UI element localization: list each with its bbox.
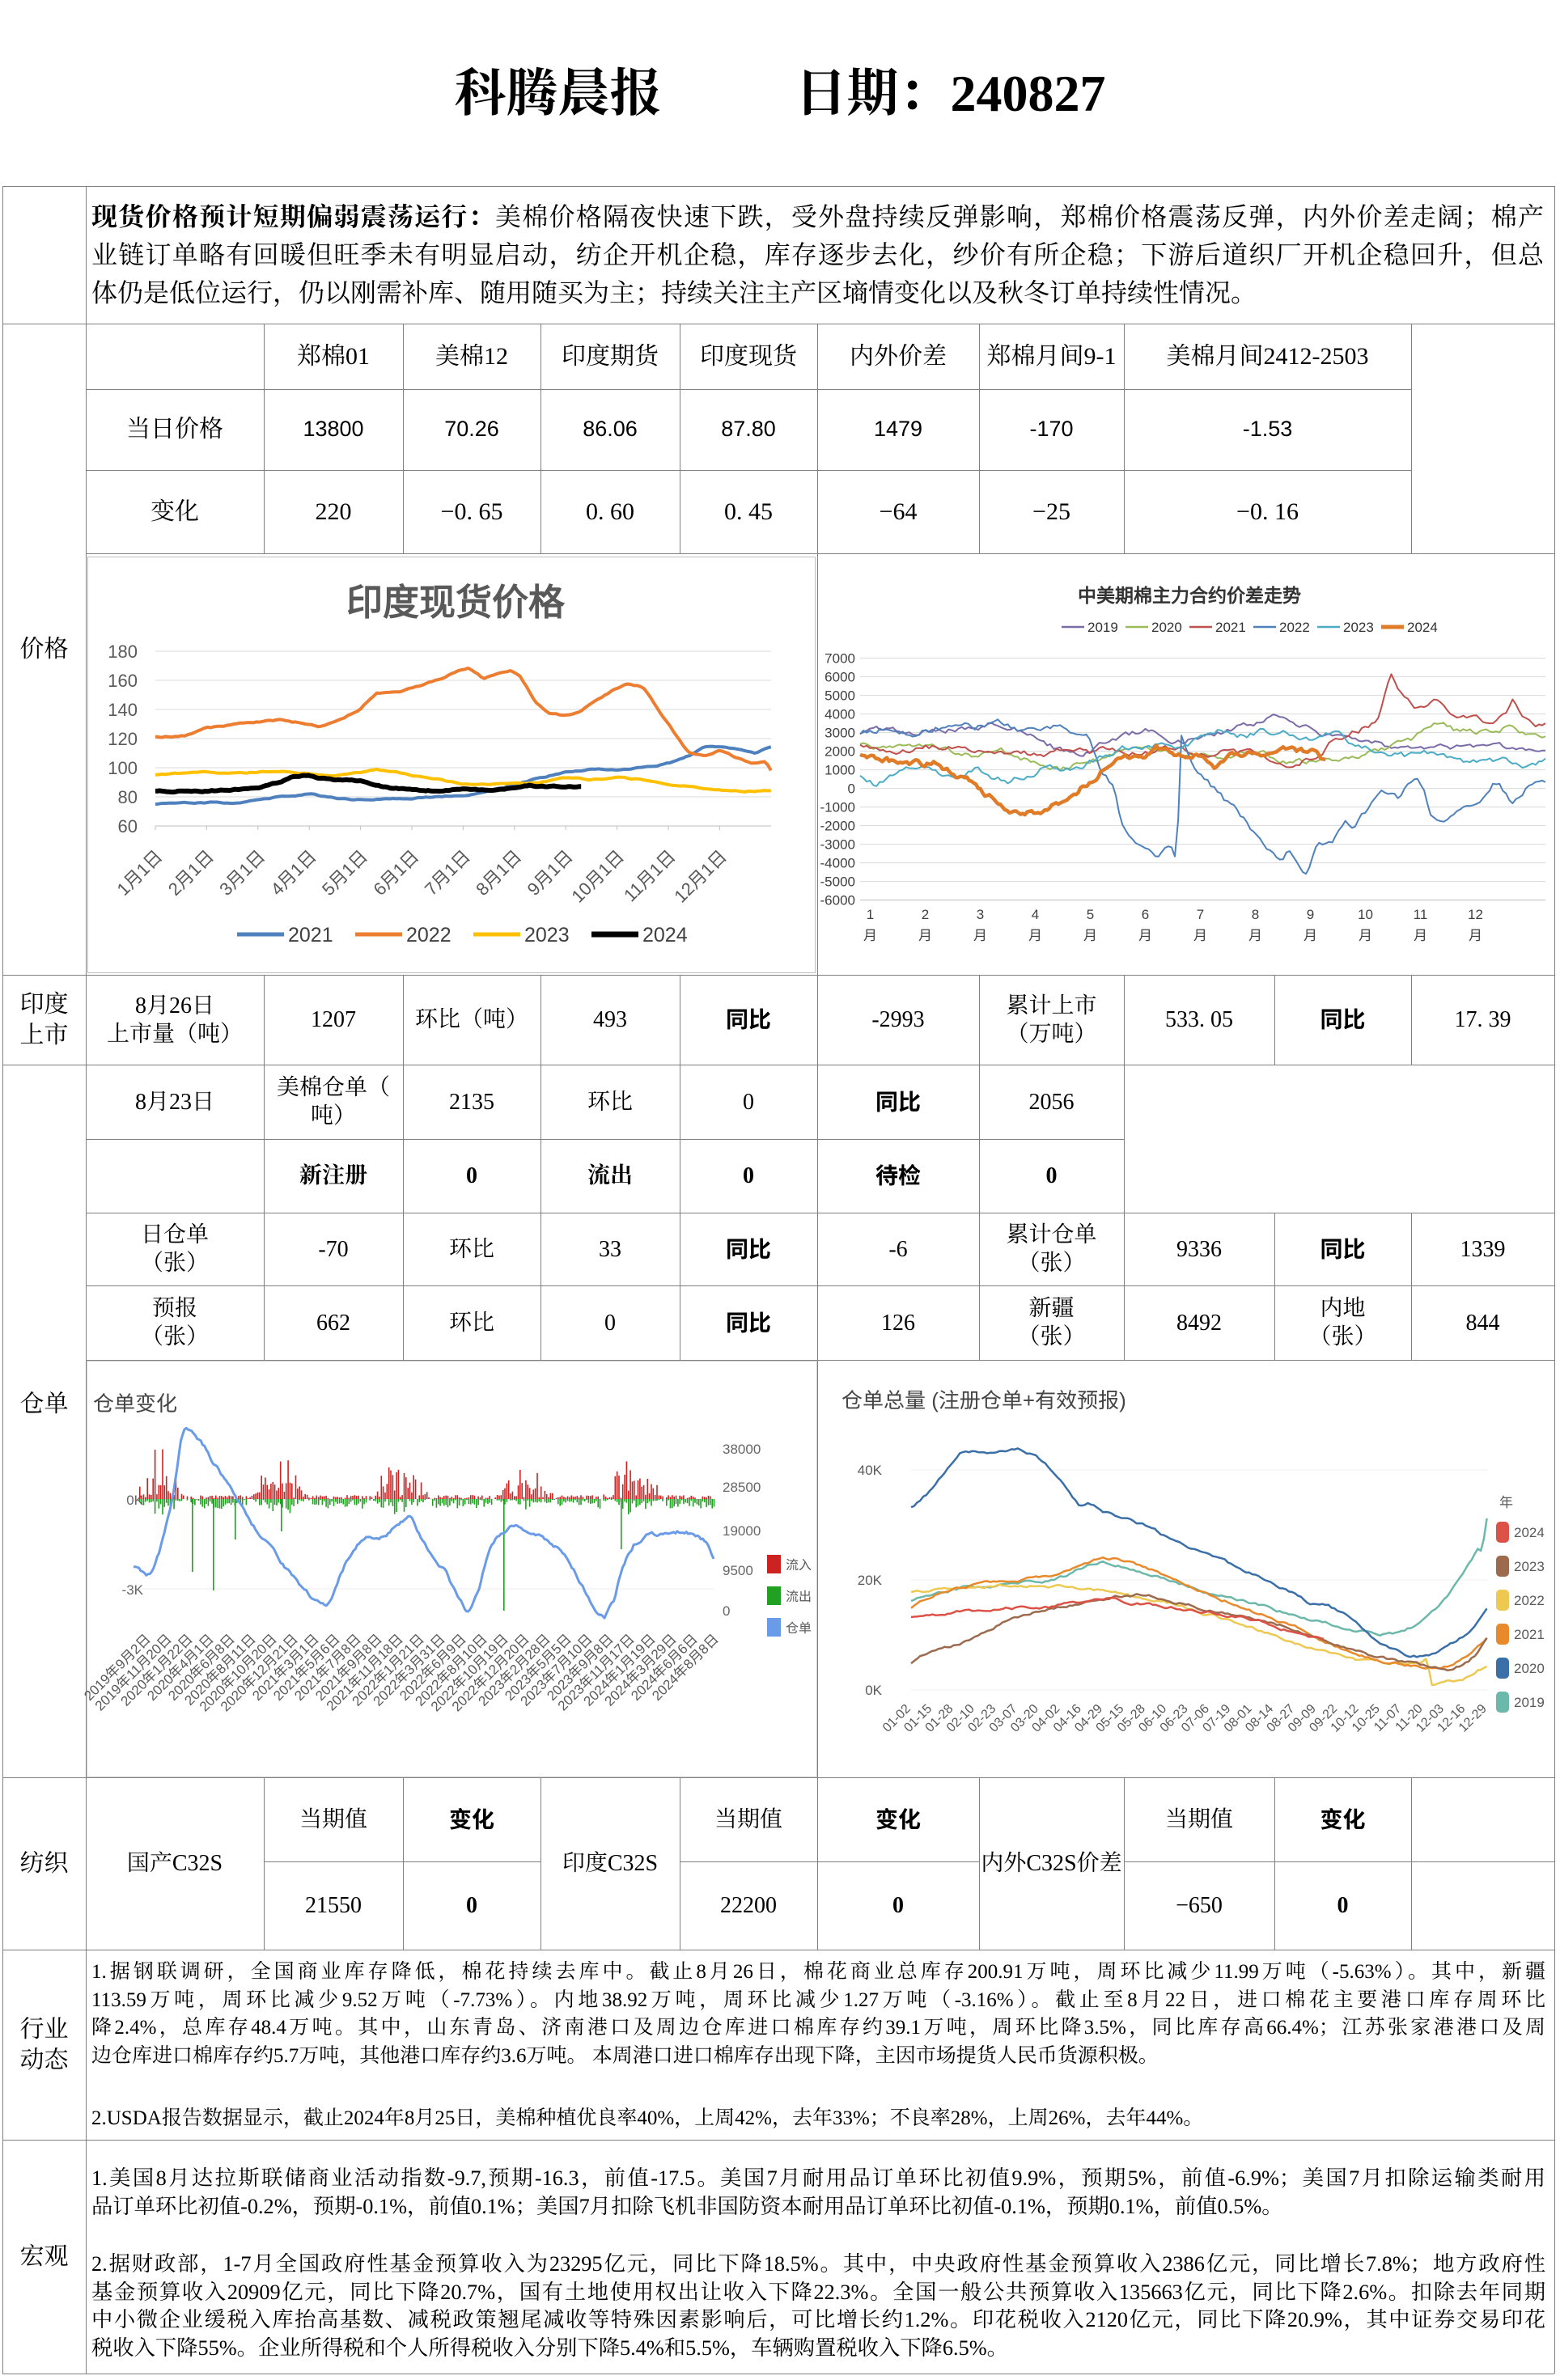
svg-text:0: 0 xyxy=(723,1603,730,1619)
svg-text:40K: 40K xyxy=(858,1463,883,1478)
svg-text:2: 2 xyxy=(922,907,929,922)
svg-text:-2000: -2000 xyxy=(820,819,855,834)
svg-text:2022: 2022 xyxy=(406,924,451,946)
svg-text:9: 9 xyxy=(1307,907,1314,922)
svg-text:1: 1 xyxy=(867,907,874,922)
svg-text:0: 0 xyxy=(848,781,855,797)
svg-text:20K: 20K xyxy=(858,1573,883,1588)
svg-text:2022: 2022 xyxy=(1514,1593,1545,1608)
svg-text:中美期棉主力合约价差走势: 中美期棉主力合约价差走势 xyxy=(1078,585,1301,606)
svg-text:80: 80 xyxy=(118,787,138,807)
svg-text:月: 月 xyxy=(1248,928,1262,943)
svg-text:-5000: -5000 xyxy=(820,875,855,890)
svg-text:2021: 2021 xyxy=(288,924,333,946)
svg-text:月: 月 xyxy=(1304,928,1317,943)
svg-text:月: 月 xyxy=(1414,928,1427,943)
svg-text:100: 100 xyxy=(108,758,138,778)
svg-text:流出: 流出 xyxy=(786,1590,812,1604)
svg-text:5: 5 xyxy=(1087,907,1094,922)
svg-text:2024: 2024 xyxy=(642,924,688,946)
svg-text:4000: 4000 xyxy=(825,707,855,722)
svg-text:-1000: -1000 xyxy=(820,800,855,815)
svg-text:2024: 2024 xyxy=(1514,1525,1545,1540)
svg-text:2023: 2023 xyxy=(1343,620,1374,635)
svg-text:2021: 2021 xyxy=(1215,620,1246,635)
svg-text:印度现货价格: 印度现货价格 xyxy=(346,582,566,623)
svg-text:120: 120 xyxy=(108,729,138,749)
svg-text:1000: 1000 xyxy=(825,763,855,778)
svg-text:7: 7 xyxy=(1197,907,1204,922)
svg-text:流入: 流入 xyxy=(786,1558,812,1573)
svg-text:140: 140 xyxy=(108,700,138,720)
svg-text:月: 月 xyxy=(1138,928,1152,943)
svg-text:-6000: -6000 xyxy=(820,893,855,908)
svg-text:仓单: 仓单 xyxy=(786,1621,812,1636)
svg-text:2020: 2020 xyxy=(1514,1661,1545,1676)
svg-text:5000: 5000 xyxy=(825,688,855,704)
svg-text:月: 月 xyxy=(863,928,877,943)
svg-text:2021: 2021 xyxy=(1514,1627,1545,1642)
svg-text:180: 180 xyxy=(108,642,138,662)
svg-text:2024: 2024 xyxy=(1407,620,1438,635)
svg-text:160: 160 xyxy=(108,671,138,691)
svg-text:3: 3 xyxy=(977,907,984,922)
svg-text:19000: 19000 xyxy=(723,1523,761,1539)
svg-text:60: 60 xyxy=(118,816,138,836)
svg-text:2020: 2020 xyxy=(1151,620,1182,635)
svg-text:0K: 0K xyxy=(865,1683,882,1698)
svg-text:2019: 2019 xyxy=(1087,620,1118,635)
svg-text:月: 月 xyxy=(973,928,987,943)
svg-text:-3000: -3000 xyxy=(820,837,855,853)
svg-text:月: 月 xyxy=(1359,928,1372,943)
svg-text:3000: 3000 xyxy=(825,726,855,741)
svg-text:2023: 2023 xyxy=(1514,1559,1545,1574)
svg-text:7000: 7000 xyxy=(825,651,855,667)
svg-text:仓单总量 (注册仓单+有效预报): 仓单总量 (注册仓单+有效预报) xyxy=(841,1388,1126,1412)
svg-text:-4000: -4000 xyxy=(820,856,855,871)
svg-text:2019: 2019 xyxy=(1514,1695,1545,1710)
svg-text:9500: 9500 xyxy=(723,1563,753,1578)
svg-text:2022: 2022 xyxy=(1279,620,1310,635)
svg-text:月: 月 xyxy=(1193,928,1207,943)
svg-text:11: 11 xyxy=(1414,907,1428,922)
svg-text:10: 10 xyxy=(1358,907,1373,922)
svg-text:12: 12 xyxy=(1468,907,1483,922)
svg-text:月: 月 xyxy=(1028,928,1042,943)
svg-text:月: 月 xyxy=(918,928,932,943)
svg-text:年: 年 xyxy=(1499,1495,1513,1510)
svg-text:月: 月 xyxy=(1083,928,1097,943)
svg-text:月: 月 xyxy=(1469,928,1482,943)
svg-text:28500: 28500 xyxy=(723,1480,761,1495)
svg-text:6: 6 xyxy=(1142,907,1149,922)
svg-text:2023: 2023 xyxy=(524,924,570,946)
svg-text:6000: 6000 xyxy=(825,670,855,685)
svg-text:4: 4 xyxy=(1032,907,1039,922)
svg-text:2000: 2000 xyxy=(825,744,855,760)
svg-text:-3K: -3K xyxy=(122,1582,144,1598)
svg-text:仓单变化: 仓单变化 xyxy=(93,1391,177,1416)
svg-text:8: 8 xyxy=(1252,907,1259,922)
svg-text:38000: 38000 xyxy=(723,1442,761,1457)
